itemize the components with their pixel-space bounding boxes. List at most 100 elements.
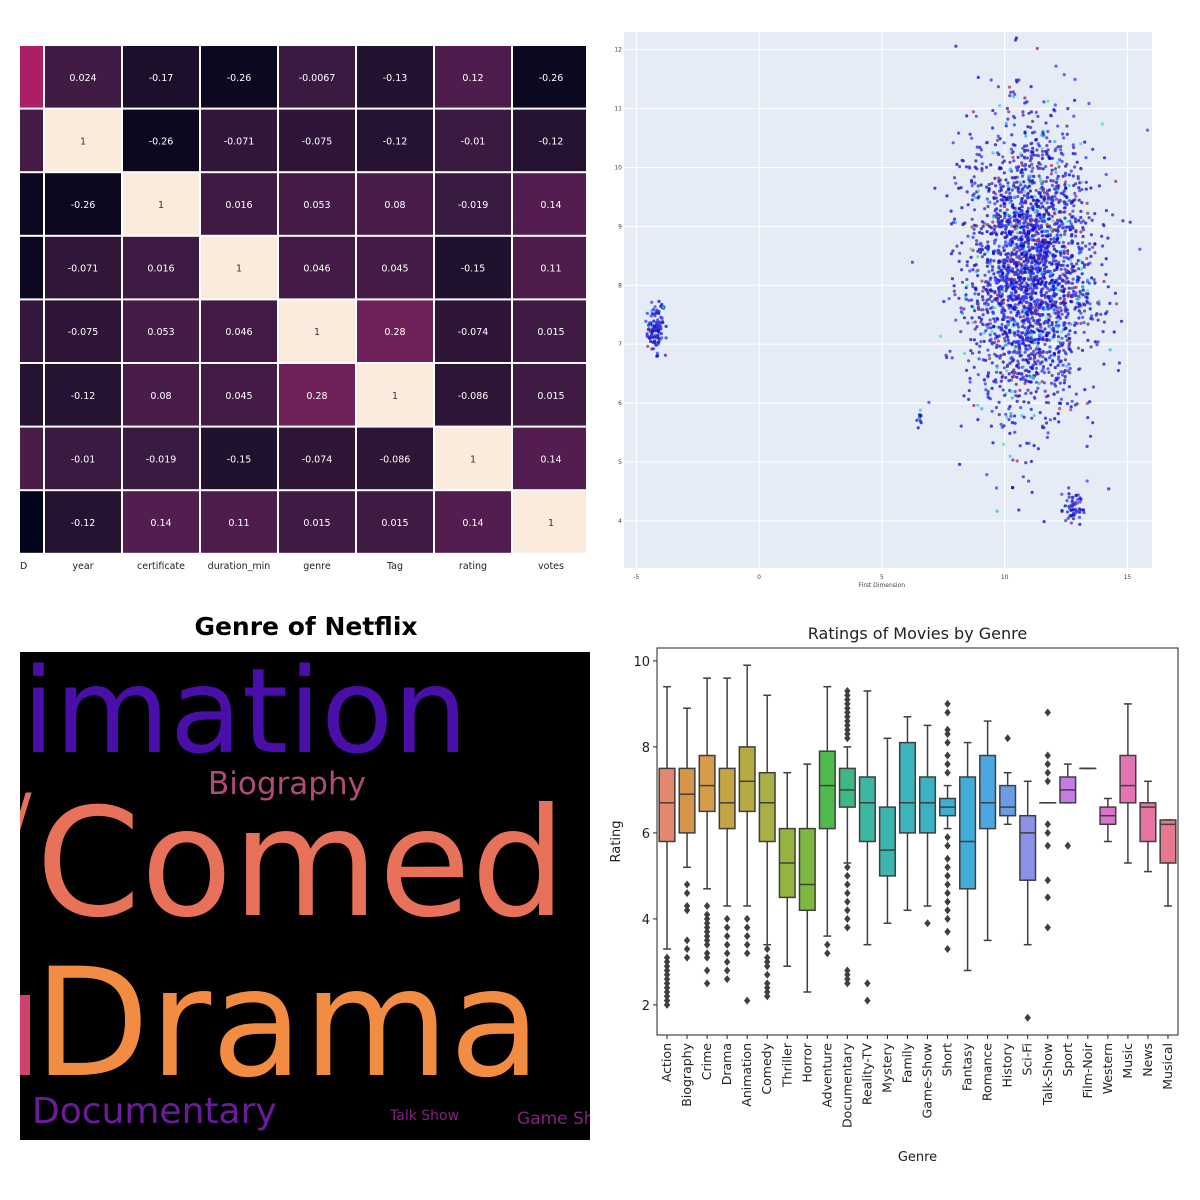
scatter-point	[1050, 214, 1054, 218]
heatmap-cell-label: -0.15	[227, 454, 252, 465]
scatter-point	[1031, 208, 1035, 212]
scatter-point	[1046, 148, 1050, 152]
scatter-point	[1048, 274, 1052, 278]
scatter-point	[910, 260, 914, 264]
boxplot-box	[718, 767, 736, 830]
scatter-point	[1043, 416, 1048, 420]
scatter-point	[1016, 194, 1020, 199]
scatter-point	[976, 403, 980, 407]
scatter-point	[1004, 278, 1008, 282]
scatter-point	[985, 261, 989, 265]
scatter-point	[1019, 170, 1023, 174]
scatter-point	[1114, 179, 1118, 183]
scatter-point	[978, 230, 982, 235]
scatter-point	[1064, 334, 1068, 338]
scatter-point	[972, 175, 976, 179]
scatter-point	[970, 304, 974, 308]
boxplot-y-tick-label: 2	[642, 999, 650, 1014]
scatter-point	[1018, 300, 1022, 304]
scatter-point	[1043, 197, 1047, 201]
scatter-point	[1043, 276, 1047, 280]
scatter-point	[1043, 256, 1047, 260]
heatmap-cell	[201, 427, 277, 490]
scatter-point	[1020, 319, 1024, 323]
heatmap-cell-label: 0.024	[69, 73, 96, 84]
scatter-point	[992, 340, 997, 345]
scatter-point	[1026, 369, 1030, 373]
scatter-point	[1028, 301, 1032, 305]
scatter-point	[1006, 265, 1010, 270]
scatter-point	[1097, 184, 1101, 188]
boxplot-box	[918, 776, 937, 834]
scatter-point	[1024, 292, 1028, 296]
boxplot-box	[738, 746, 756, 813]
scatter-point	[1048, 156, 1052, 160]
scatter-point	[1005, 233, 1009, 237]
scatter-point	[1014, 78, 1019, 82]
scatter-point	[1079, 497, 1083, 501]
heatmap-cell-label: 1	[314, 327, 320, 338]
scatter-point	[984, 388, 988, 392]
scatter-point	[1059, 267, 1063, 271]
scatter-point	[1036, 114, 1040, 118]
scatter-point	[962, 222, 966, 226]
scatter-point	[1018, 231, 1022, 235]
scatter-point	[980, 167, 984, 171]
scatter-point	[1037, 174, 1041, 178]
scatter-point	[1058, 407, 1062, 411]
scatter-point	[1007, 379, 1011, 383]
scatter-point	[1059, 253, 1063, 257]
heatmap-cell-label: 1	[158, 200, 164, 211]
scatter-point	[1019, 225, 1023, 230]
scatter-point	[1035, 253, 1039, 257]
scatter-point	[1039, 201, 1044, 205]
boxplot-outlier	[723, 923, 731, 932]
heatmap-cell	[513, 173, 589, 235]
heatmap-cell	[279, 236, 355, 299]
scatter-point	[1052, 308, 1056, 312]
scatter-point	[1083, 309, 1087, 313]
heatmap-cell	[357, 109, 433, 172]
heatmap-cell-label: -0.074	[302, 454, 333, 465]
scatter-point	[1068, 228, 1072, 232]
scatter-point	[998, 183, 1002, 187]
boxplot-box-group	[698, 677, 716, 988]
scatter-point	[656, 342, 660, 346]
scatter-point	[1037, 190, 1041, 195]
scatter-point	[1081, 293, 1085, 297]
scatter-point	[1096, 340, 1100, 344]
boxplot-x-tick-label: Fantasy	[960, 1042, 975, 1091]
scatter-point	[1077, 198, 1081, 202]
scatter-point	[962, 316, 966, 320]
scatter-point	[1024, 379, 1028, 383]
scatter-point	[970, 298, 974, 302]
scatter-point	[996, 85, 1000, 89]
scatter-point	[1000, 317, 1005, 322]
scatter-point	[1021, 358, 1025, 362]
scatter-point	[1041, 131, 1045, 135]
scatter-point	[964, 165, 968, 169]
scatter-point	[1029, 297, 1033, 301]
heatmap-cell-label: 0.015	[537, 327, 564, 338]
scatter-point	[1067, 286, 1071, 290]
scatter-point	[1014, 382, 1018, 386]
scatter-point	[1028, 159, 1032, 163]
scatter-point	[989, 337, 993, 341]
scatter-point	[1089, 186, 1093, 190]
scatter-point	[1067, 332, 1071, 336]
heatmap-cell	[201, 46, 277, 108]
scatter-point	[1046, 312, 1050, 317]
scatter-point	[1057, 260, 1061, 264]
scatter-point	[976, 274, 980, 278]
scatter-point	[1014, 185, 1018, 189]
scatter-point	[1044, 121, 1048, 125]
scatter-point	[1054, 170, 1058, 174]
scatter-point	[1087, 281, 1091, 285]
heatmap-cell	[123, 427, 199, 490]
scatter-point	[986, 395, 990, 399]
scatter-point	[1054, 180, 1059, 185]
scatter-point	[1045, 201, 1049, 205]
boxplot-outlier	[1004, 734, 1011, 743]
scatter-point	[1034, 380, 1039, 384]
scatter-point	[1116, 368, 1120, 373]
